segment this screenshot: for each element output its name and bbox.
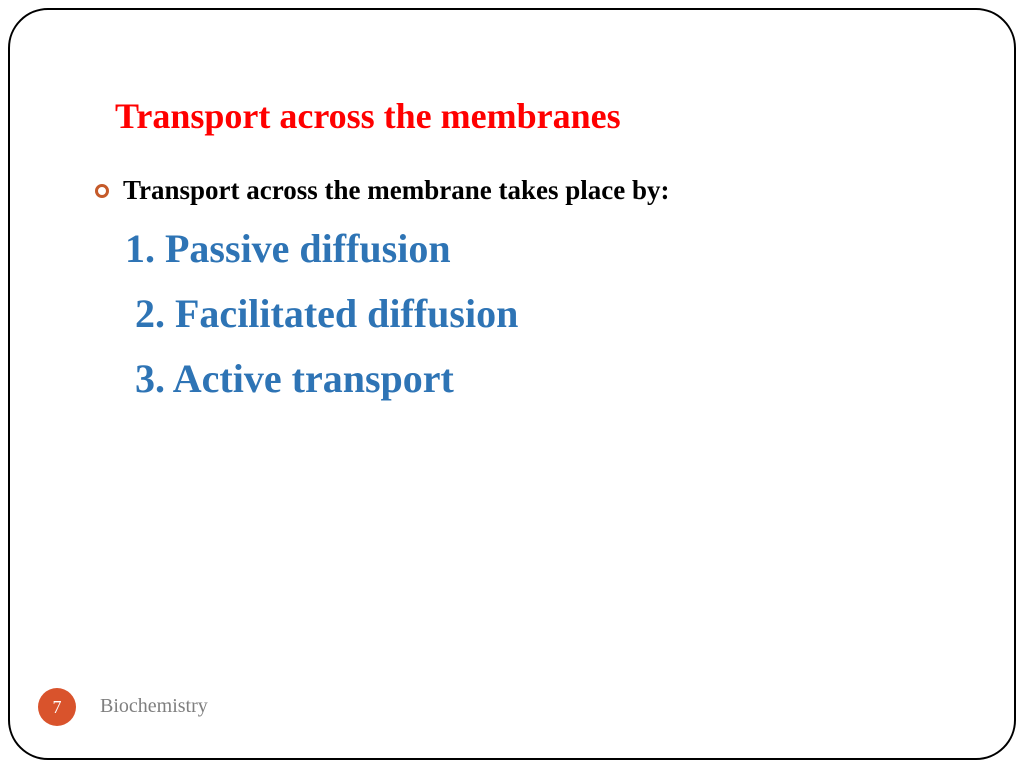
- bullet-icon: [95, 184, 109, 198]
- footer-text: Biochemistry: [100, 695, 208, 718]
- page-number-badge: 7: [38, 688, 76, 726]
- slide-title: Transport across the membranes: [115, 95, 621, 137]
- list-item-1: 1. Passive diffusion: [125, 225, 451, 272]
- list-item-3: 3. Active transport: [135, 355, 454, 402]
- list-item-2: 2. Facilitated diffusion: [135, 290, 518, 337]
- bullet-row: Transport across the membrane takes plac…: [95, 175, 669, 206]
- bullet-text: Transport across the membrane takes plac…: [123, 175, 669, 206]
